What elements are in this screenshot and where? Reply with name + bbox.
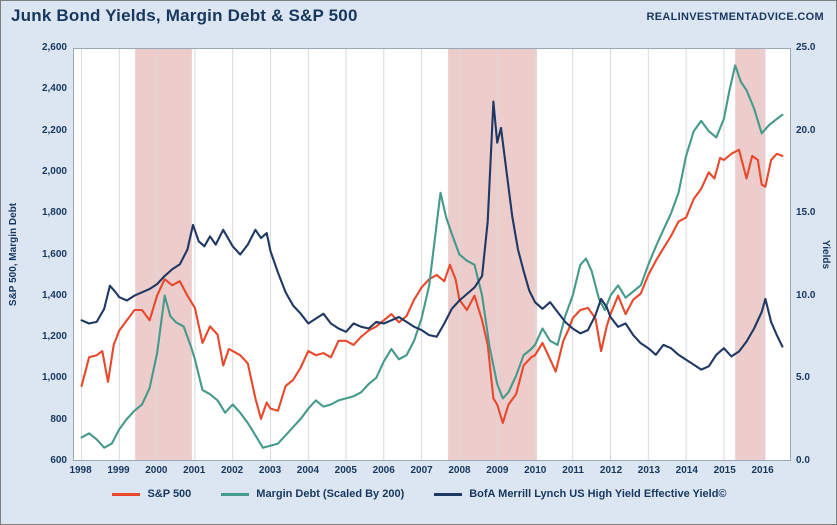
- legend-item: BofA Merrill Lynch US High Yield Effecti…: [434, 488, 727, 500]
- left-tick-label: 800: [50, 413, 67, 425]
- legend-item: Margin Debt (Scaled By 200): [221, 488, 404, 500]
- sp500-line: [80, 148, 784, 425]
- legend-label: Margin Debt (Scaled By 200): [256, 488, 405, 500]
- left-tick-label: 2,600: [41, 42, 67, 53]
- x-tick-label: 2002: [221, 465, 244, 476]
- x-tick-label: 2001: [183, 465, 206, 476]
- x-tick-label: 2005: [334, 465, 357, 476]
- legend-line-swatch: [112, 492, 141, 496]
- right-tick-label: 20.0: [796, 124, 816, 136]
- left-tick-label: 2,000: [41, 165, 67, 177]
- right-tick-label: 25.0: [796, 42, 816, 53]
- right-axis-title: Yields: [820, 239, 831, 270]
- x-tick-label: 1999: [107, 465, 130, 476]
- x-tick-label: 2015: [713, 465, 736, 476]
- x-tick-label: 2013: [637, 465, 661, 476]
- left-tick-label: 1,800: [41, 207, 67, 219]
- left-tick-label: 1,400: [41, 289, 67, 301]
- right-tick-label: 0.0: [796, 455, 810, 466]
- plot-area: [73, 48, 791, 461]
- left-tick-label: 600: [50, 455, 67, 466]
- site-watermark: REALINVESTMENTADVICE.COM: [646, 11, 824, 23]
- x-tick-label: 2000: [145, 465, 168, 476]
- x-tick-label: 2011: [562, 465, 584, 476]
- x-tick-label: 2006: [372, 465, 395, 476]
- legend-line-swatch: [434, 492, 463, 496]
- left-tick-label: 1,200: [41, 331, 67, 343]
- x-tick-label: 2009: [486, 465, 509, 476]
- recession-band: [135, 49, 192, 460]
- high-yield-line: [80, 100, 784, 371]
- margin-debt-line: [80, 64, 784, 449]
- x-tick-label: 2007: [410, 465, 433, 476]
- left-axis-title: S&P 500, Margin Debt: [8, 202, 19, 307]
- legend: S&P 500 Margin Debt (Scaled By 200) BofA M…: [41, 488, 798, 500]
- x-tick-label: 2008: [448, 465, 471, 476]
- left-tick-label: 2,200: [41, 124, 67, 136]
- legend-line-swatch: [221, 492, 250, 496]
- x-tick-label: 2012: [599, 465, 623, 476]
- left-tick-label: 1,000: [41, 372, 67, 384]
- x-tick-label: 2014: [675, 465, 698, 476]
- right-tick-label: 5.0: [796, 372, 810, 384]
- x-tick-label: 2016: [751, 465, 774, 476]
- legend-label: S&P 500: [147, 488, 192, 500]
- legend-label: BofA Merrill Lynch US High Yield Effecti…: [469, 488, 727, 500]
- recession-band: [735, 49, 766, 460]
- plot-svg: [80, 49, 784, 460]
- x-tick-label: 2003: [258, 465, 282, 476]
- right-tick-label: 15.0: [796, 207, 816, 219]
- left-tick-label: 2,400: [41, 83, 67, 95]
- right-tick-label: 10.0: [796, 289, 816, 301]
- x-tick-label: 2010: [524, 465, 547, 476]
- chart-title: Junk Bond Yields, Margin Debt & S&P 500: [11, 6, 358, 25]
- legend-item: S&P 500: [112, 488, 191, 500]
- left-tick-label: 1,600: [41, 248, 67, 260]
- x-tick-label: 1998: [69, 465, 92, 476]
- x-tick-label: 2004: [296, 465, 320, 476]
